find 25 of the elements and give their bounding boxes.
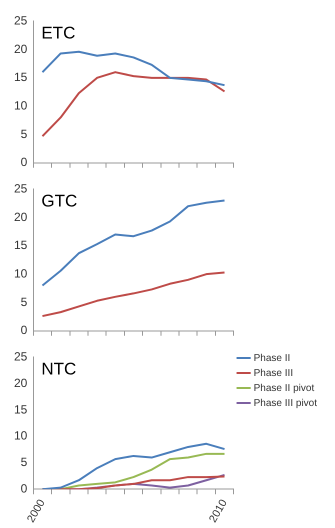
y-tick-label: 20 xyxy=(14,210,28,224)
chart-title: GTC xyxy=(41,191,78,210)
y-tick-label: 0 xyxy=(20,482,28,496)
y-tick-label: 25 xyxy=(14,14,28,28)
y-tick-label: 15 xyxy=(14,70,28,84)
legend-label: Phase III pivot xyxy=(254,398,318,409)
y-tick-label: 5 xyxy=(20,126,28,141)
y-tick-label: 25 xyxy=(14,182,28,196)
y-tick-label: 5 xyxy=(20,455,28,470)
chart-title: ETC xyxy=(41,23,76,42)
legend-label: Phase II pivot xyxy=(254,382,314,394)
y-tick-label: 10 xyxy=(14,266,28,280)
y-tick-label: 20 xyxy=(14,376,28,390)
y-tick-label: 10 xyxy=(14,98,28,112)
chart-title: NTC xyxy=(41,359,76,378)
y-tick-label: 10 xyxy=(14,428,28,443)
y-tick-label: 20 xyxy=(14,42,28,56)
legend-label: Phase II xyxy=(254,352,290,364)
legend-label: Phase III xyxy=(254,368,294,379)
y-tick-label: 15 xyxy=(14,402,28,416)
y-tick-label: 0 xyxy=(20,155,28,170)
y-tick-label: 0 xyxy=(20,323,28,338)
y-tick-label: 5 xyxy=(20,294,28,309)
y-tick-label: 25 xyxy=(14,350,28,364)
y-tick-label: 15 xyxy=(14,238,28,252)
